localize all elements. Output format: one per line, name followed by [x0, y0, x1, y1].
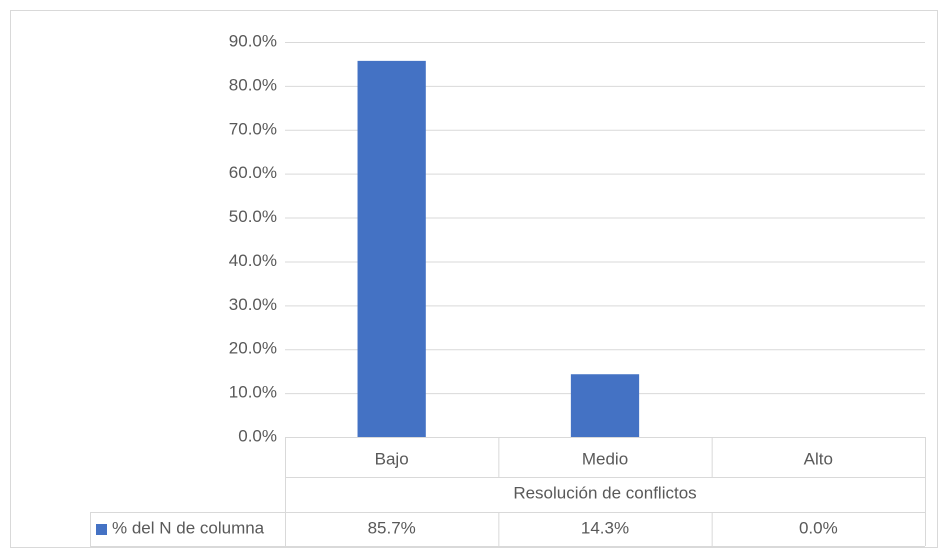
table-value: 85.7% [368, 518, 416, 537]
y-tick-label: 90.0% [229, 31, 277, 50]
x-tick-label: Medio [582, 449, 628, 468]
bar [357, 60, 426, 437]
y-tick-label: 60.0% [229, 163, 277, 182]
y-tick-label: 40.0% [229, 251, 277, 270]
y-tick-label: 0.0% [238, 426, 277, 445]
bar [570, 374, 640, 437]
table-value: 14.3% [581, 518, 629, 537]
y-tick-label: 30.0% [229, 295, 277, 314]
y-tick-label: 50.0% [229, 207, 277, 226]
y-tick-label: 20.0% [229, 339, 277, 358]
chart-border [10, 10, 938, 548]
y-tick-label: 10.0% [229, 383, 277, 402]
x-tick-label: Bajo [375, 449, 409, 468]
x-axis-label: Resolución de conflictos [513, 483, 696, 502]
y-tick-label: 80.0% [229, 75, 277, 94]
table-value: 0.0% [799, 518, 838, 537]
legend-label: % del N de columna [112, 518, 265, 537]
y-tick-label: 70.0% [229, 119, 277, 138]
x-tick-label: Alto [804, 449, 833, 468]
legend-key [96, 524, 107, 535]
